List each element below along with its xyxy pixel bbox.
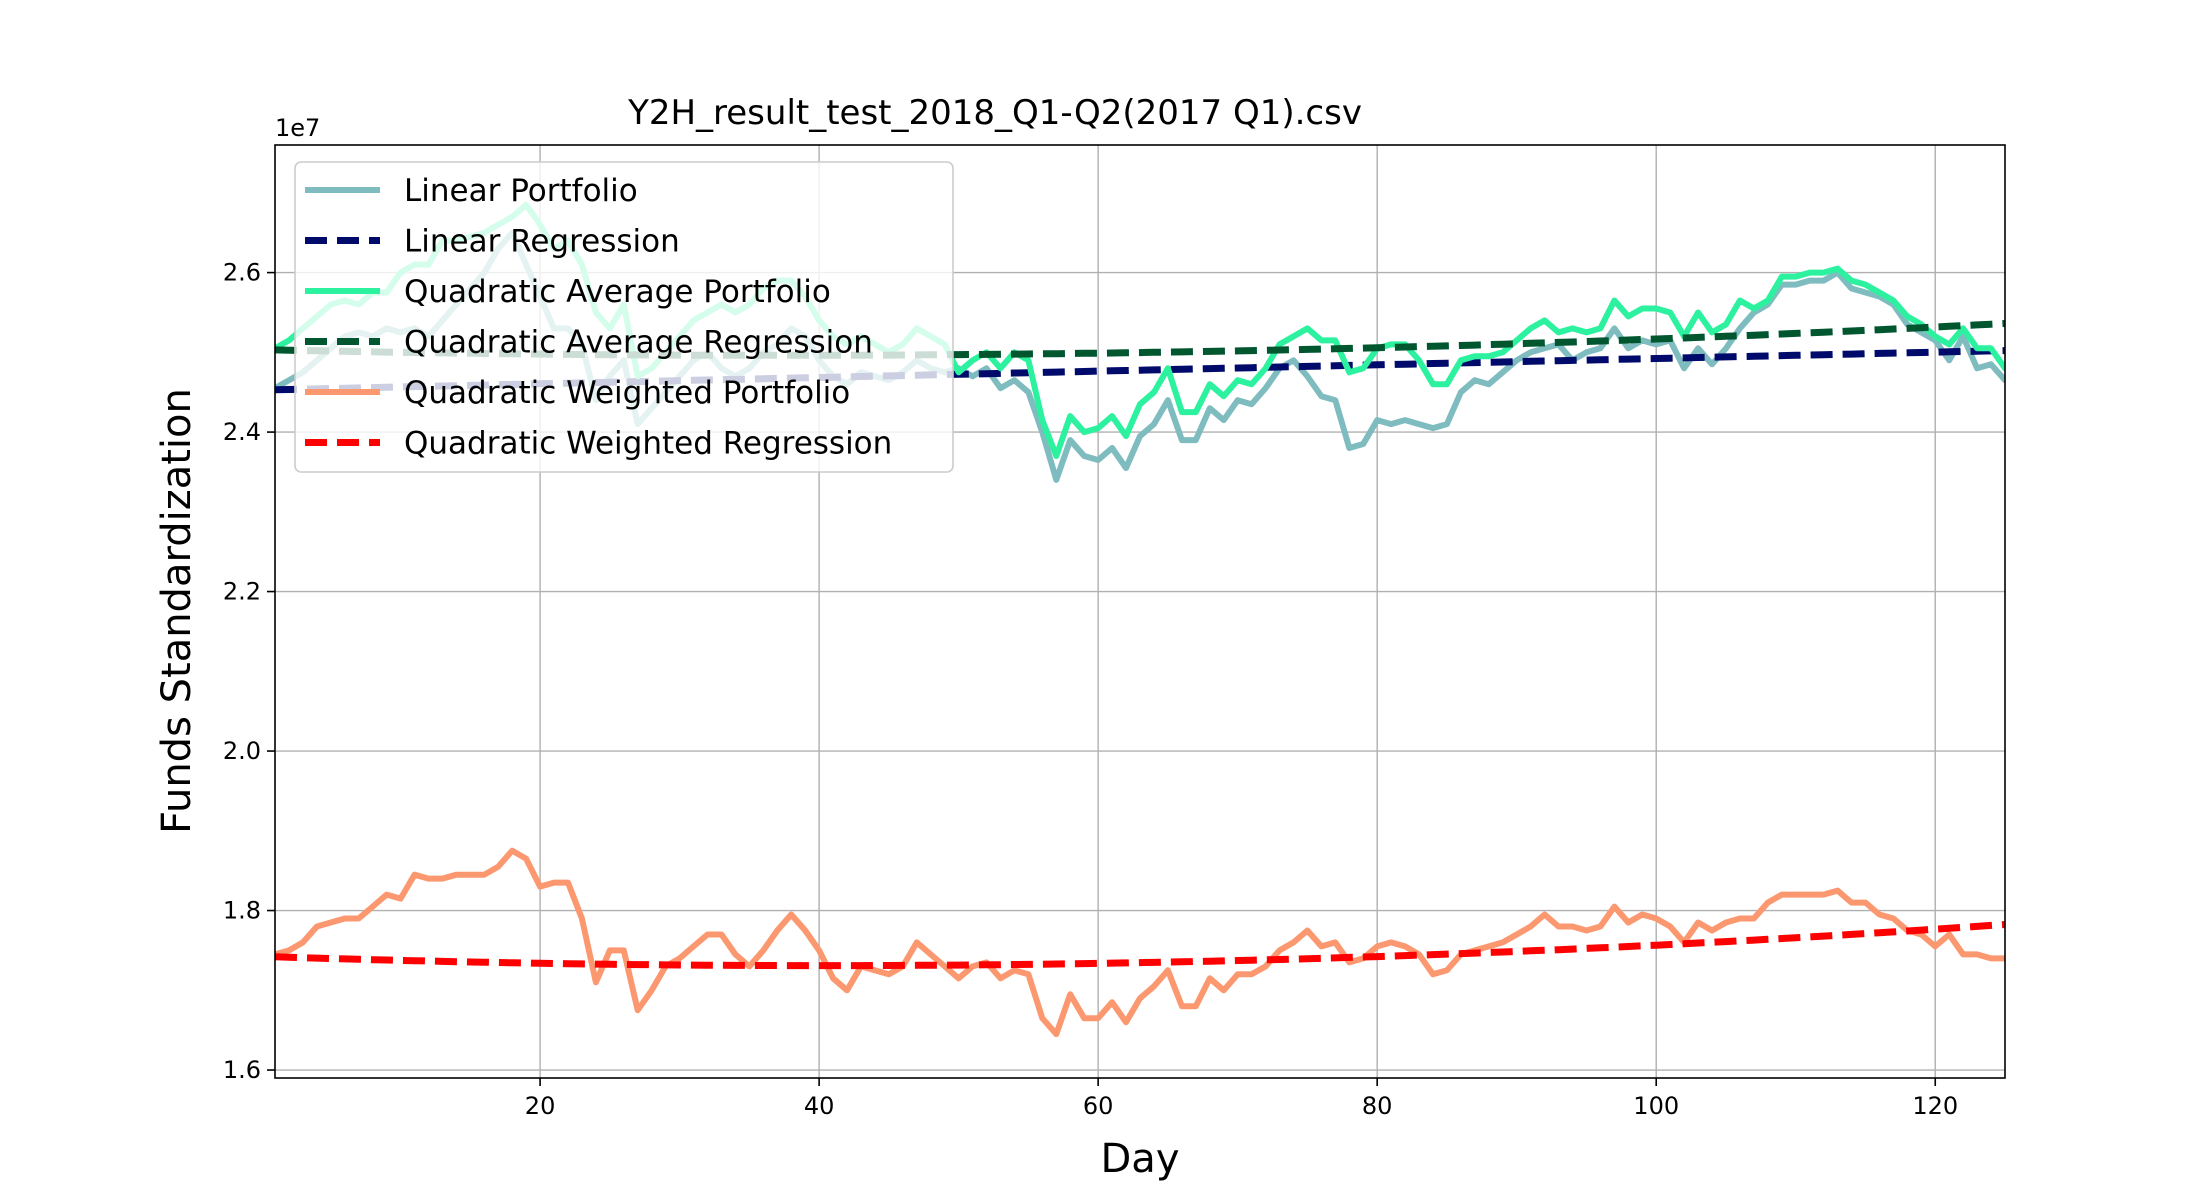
series-line-quadratic-weighted-regression [275,920,2005,970]
x-axis-ticks: 20 40 60 80 100 120 [525,1078,1958,1120]
legend-label-quadratic-average-portfolio: Quadratic Average Portfolio [404,274,831,310]
x-tick-label: 80 [1362,1092,1393,1120]
x-tick-label: 60 [1083,1092,1114,1120]
x-tick-label: 40 [804,1092,835,1120]
y-axis-ticks: 1.6 1.8 2.0 2.2 2.4 2.6 [223,259,275,1084]
x-tick-label: 20 [525,1092,556,1120]
series-line-quadratic-weighted-portfolio [275,847,2005,1038]
legend-label-quadratic-weighted-regression: Quadratic Weighted Regression [404,426,892,462]
legend: Linear Portfolio Linear Regression Quadrat… [294,161,954,473]
y-tick-label: 1.6 [223,1056,261,1084]
y-axis-label: Funds Standardization [154,388,200,834]
y-tick-label: 2.6 [223,259,261,287]
y-tick-label: 2.0 [223,737,261,765]
plot-area-frame [274,144,2006,1079]
y-tick-label: 1.8 [223,897,261,925]
legend-label-linear-regression: Linear Regression [404,224,680,260]
legend-label-quadratic-weighted-portfolio: Quadratic Weighted Portfolio [404,375,850,411]
x-tick-label: 100 [1633,1092,1679,1120]
y-tick-label: 2.4 [223,418,261,446]
grid-lines [275,145,2005,1078]
y-axis-offset-label: 1e7 [275,114,320,142]
legend-box [294,161,954,473]
chart-title: Y2H_result_test_2018_Q1-Q2(2017 Q1).csv [627,93,1362,133]
legend-label-quadratic-average-regression: Quadratic Average Regression [404,325,873,361]
x-axis-label: Day [1101,1136,1180,1182]
legend-label-linear-portfolio: Linear Portfolio [404,173,638,209]
y-tick-label: 2.2 [223,578,261,606]
x-tick-label: 120 [1912,1092,1958,1120]
